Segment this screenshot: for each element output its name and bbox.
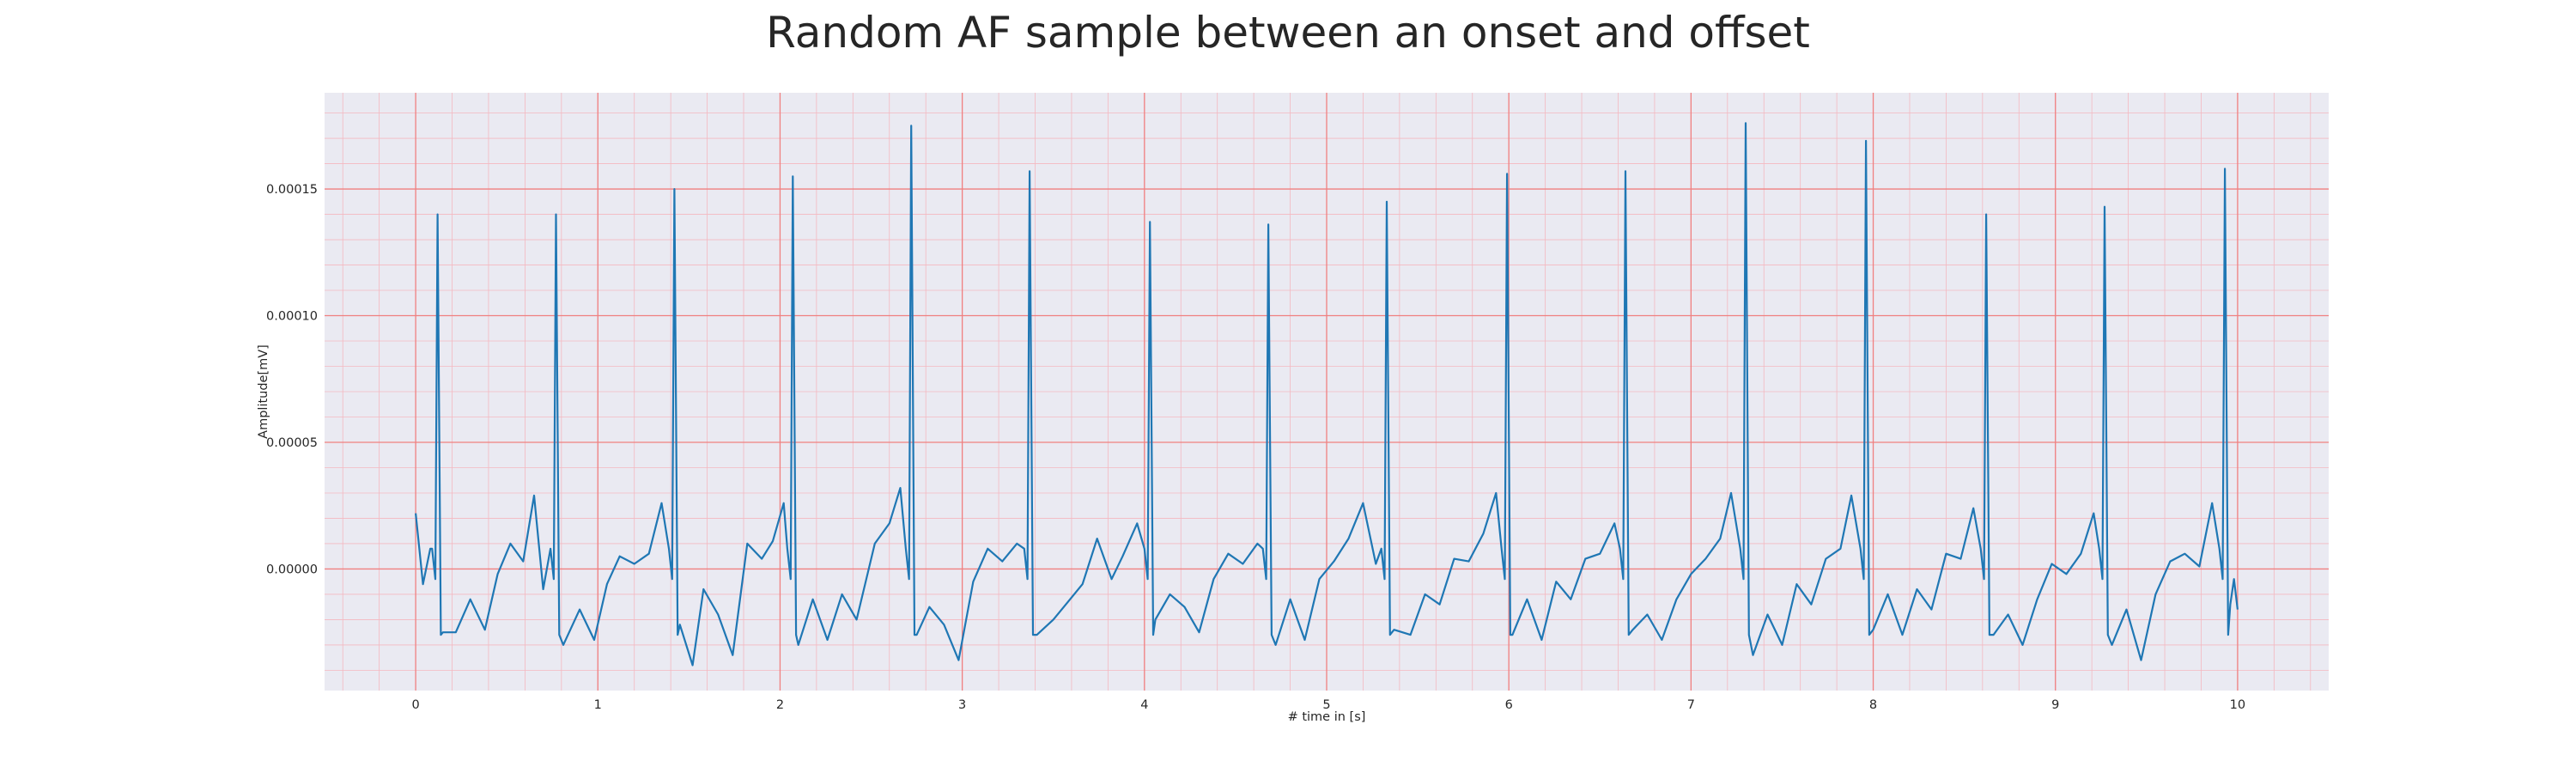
x-tick-label: 7 [1687, 698, 1695, 712]
y-tick-label: 0.00010 [266, 310, 318, 324]
y-axis-ticks: 0.00000 0.00005 0.00010 0.00015 [266, 183, 318, 576]
y-tick-label: 0.00005 [266, 436, 318, 450]
y-tick-label: 0.00000 [266, 563, 318, 576]
signal-series [415, 122, 2239, 666]
x-tick-label: 4 [1140, 698, 1148, 712]
x-axis-label: # time in [s] [1288, 710, 1366, 724]
x-tick-label: 8 [1869, 698, 1877, 712]
x-tick-label: 9 [2051, 698, 2059, 712]
x-tick-label: 5 [1322, 698, 1330, 712]
y-tick-label: 0.00015 [266, 183, 318, 197]
x-tick-label: 10 [2230, 698, 2245, 712]
x-axis-ticks: 0 1 2 3 4 5 6 7 8 9 10 [411, 698, 2245, 712]
ecg-trace-line [415, 122, 2239, 666]
chart-title: Random AF sample between an onset and of… [766, 8, 1810, 58]
x-tick-label: 3 [958, 698, 966, 712]
x-tick-label: 1 [594, 698, 602, 712]
y-axis-label: Amplitude[mV] [257, 344, 270, 439]
x-tick-label: 2 [776, 698, 784, 712]
x-tick-label: 6 [1505, 698, 1513, 712]
x-tick-label: 0 [411, 698, 419, 712]
